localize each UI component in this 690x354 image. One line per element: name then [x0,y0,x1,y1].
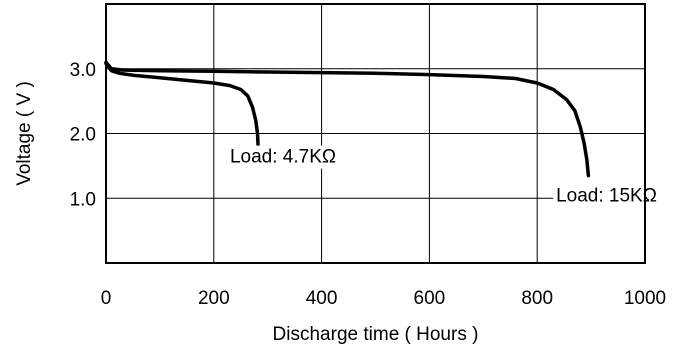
y-tick-label: 2.0 [70,125,96,146]
annotation-background [553,184,660,208]
x-tick-label: 600 [414,288,446,309]
annotation-label-1: Load: 4.7KΩ [230,147,336,168]
x-tick-label: 200 [198,288,230,309]
annotation-label-2: Load: 15KΩ [556,185,657,206]
annotations: Load: 4.7KΩ Load: 15KΩ [226,145,660,208]
tick-labels: 0 200 400 600 800 1000 1.0 2.0 3.0 [70,60,667,309]
x-tick-label: 400 [306,288,338,309]
x-tick-label: 1000 [624,288,666,309]
plot-frame [105,3,646,264]
annotation-background [226,145,340,169]
y-tick-label: 3.0 [70,60,96,81]
x-axis-label: Discharge time ( Hours ) [273,324,479,345]
grid-lines [106,4,645,263]
series-line-1 [104,61,260,147]
y-axis-label: Voltage ( V ) [14,81,35,186]
y-tick-label: 1.0 [70,189,96,210]
x-tick-label: 800 [521,288,553,309]
series-line-2 [104,60,591,178]
x-tick-label: 0 [101,288,112,309]
series-lines [104,60,591,178]
